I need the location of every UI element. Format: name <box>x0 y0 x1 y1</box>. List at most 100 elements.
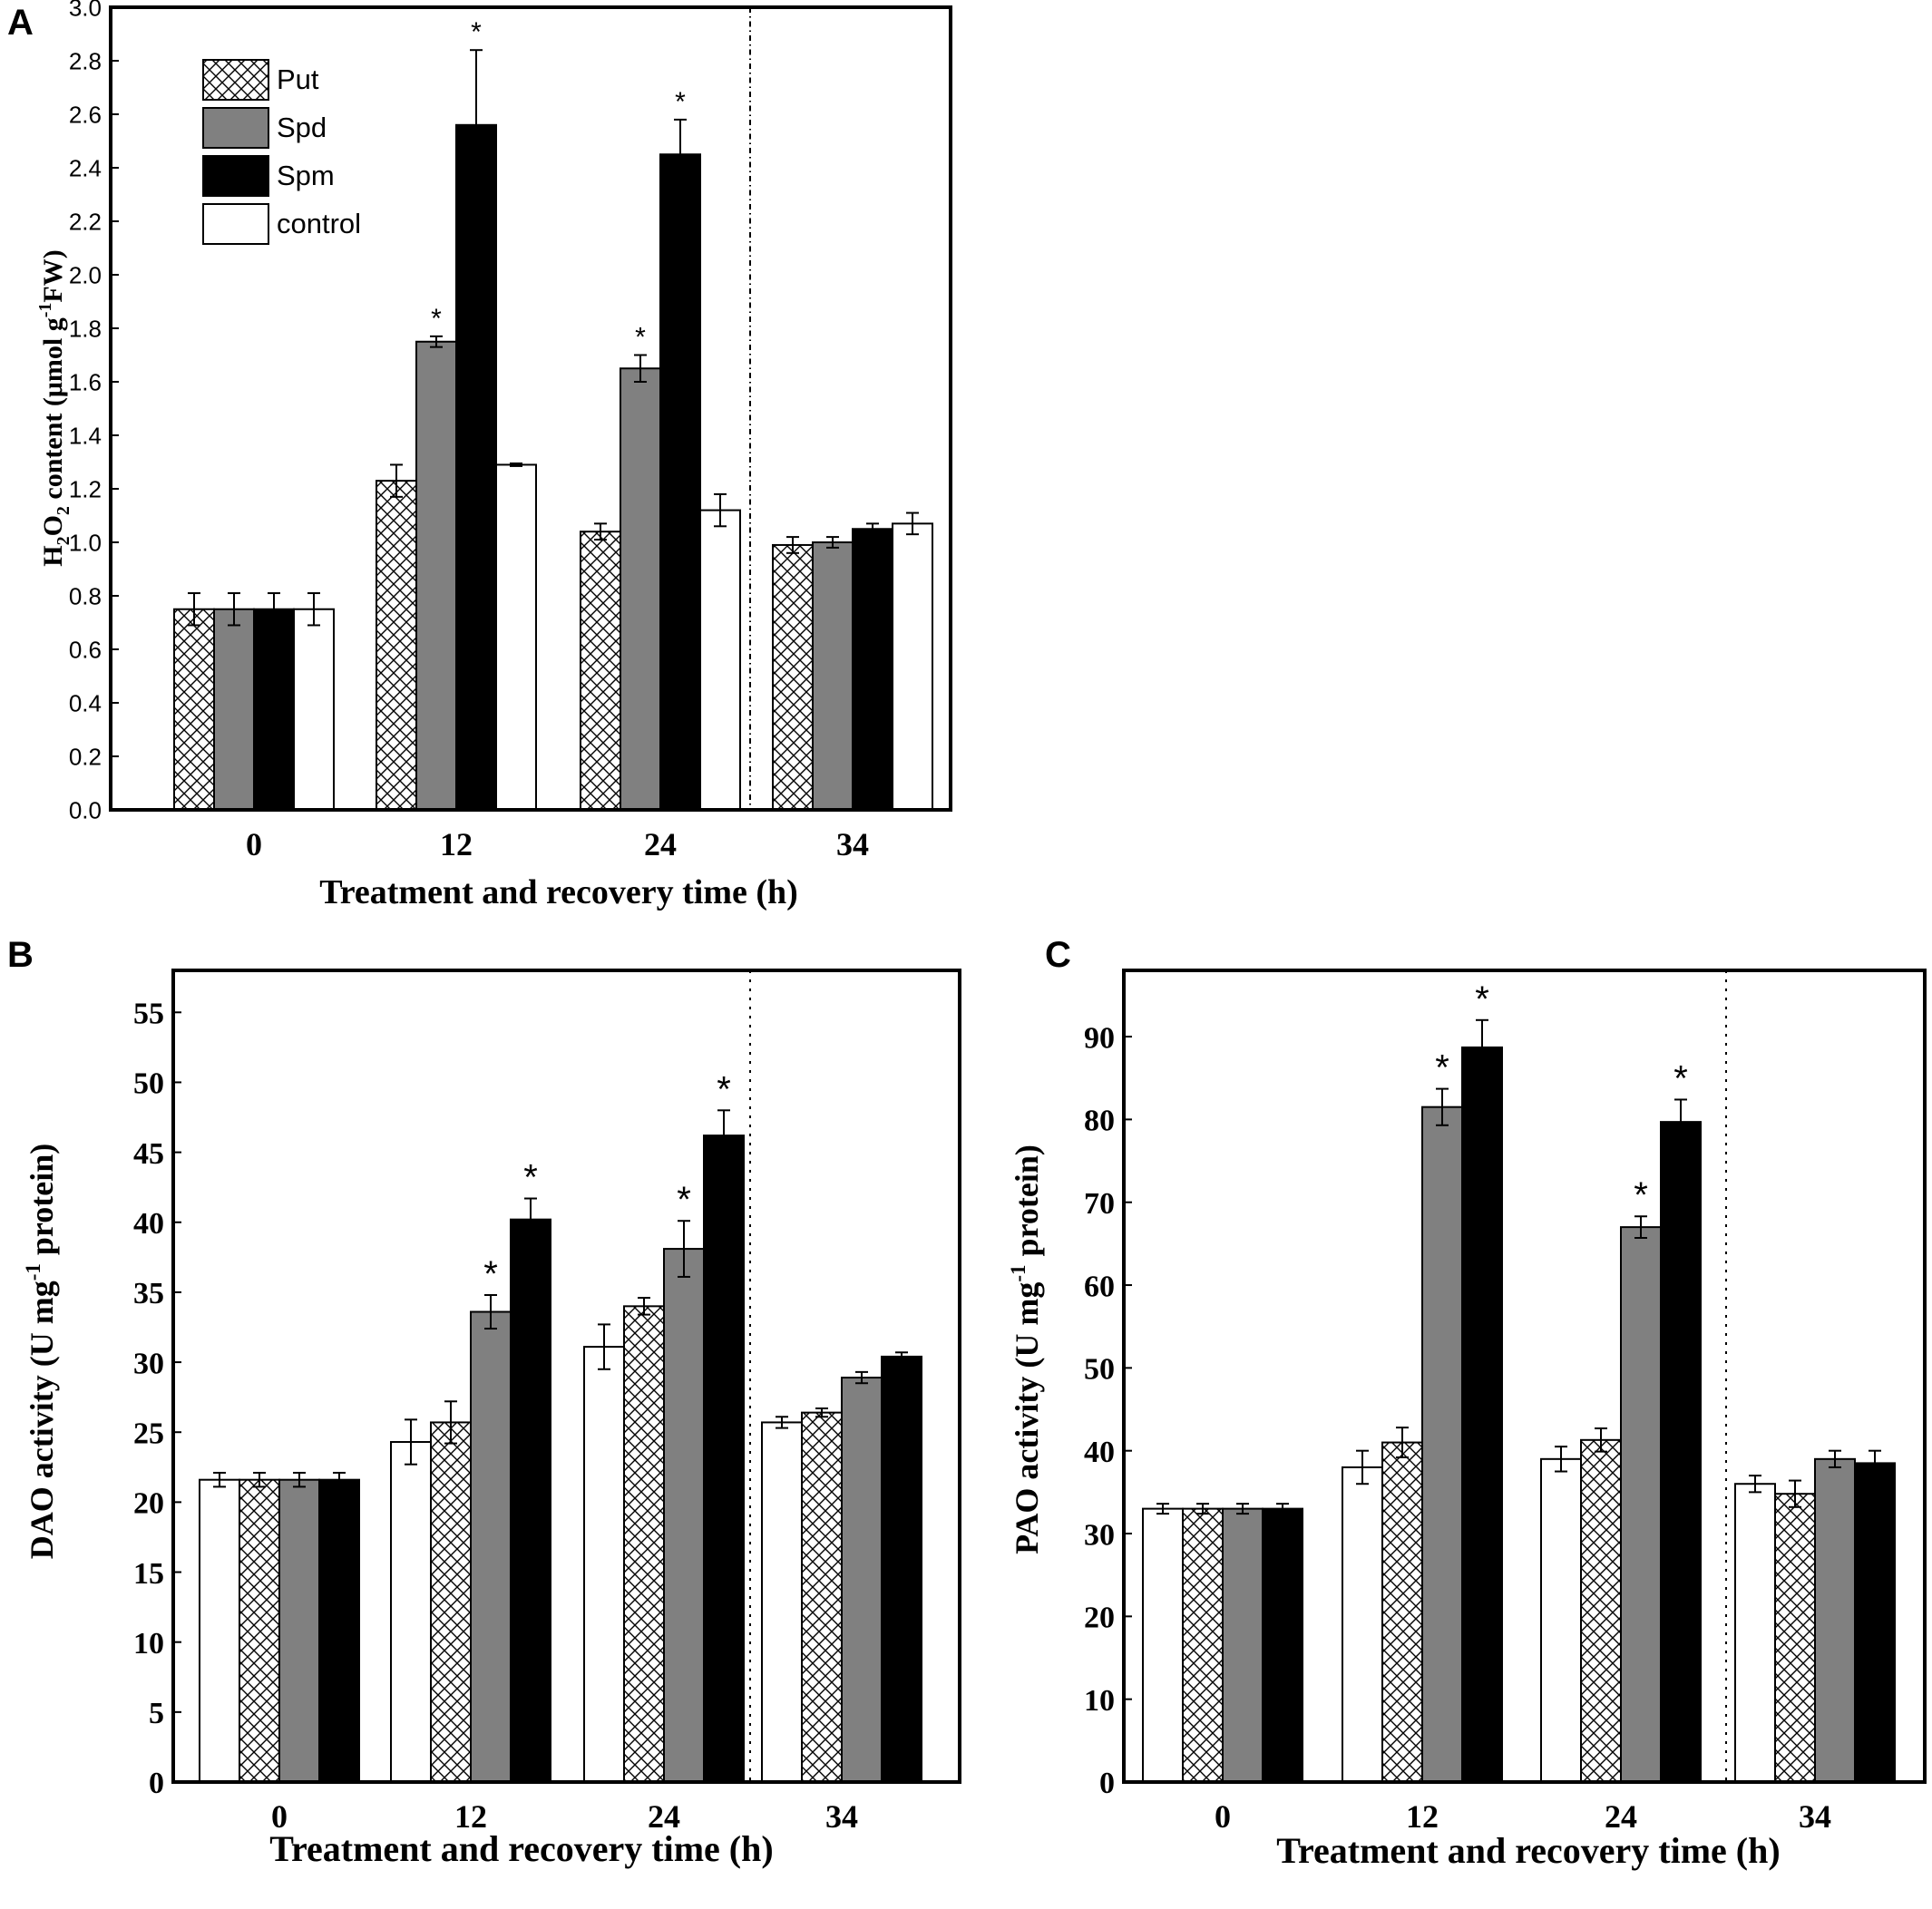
bar-put-24 <box>580 531 621 811</box>
y-tick-label: 0.2 <box>69 743 102 770</box>
bar-spd-24 <box>1620 1226 1662 1784</box>
y-tick-label: 1.0 <box>69 529 102 556</box>
y-tick-label: 1.2 <box>69 475 102 502</box>
bar-put-24 <box>623 1305 665 1783</box>
error-bar <box>717 1109 730 1162</box>
y-tick-label: 45 <box>133 1137 164 1171</box>
bar-spm-12 <box>1461 1046 1503 1784</box>
error-bar <box>594 522 607 541</box>
bar-put-12 <box>376 480 417 812</box>
error-bar <box>678 1220 690 1278</box>
y-tick-label: 35 <box>133 1277 164 1310</box>
y-tick-label: 55 <box>133 998 164 1031</box>
legend-swatch-spd <box>202 107 269 149</box>
bar-spd-12 <box>470 1310 512 1783</box>
x-tick-label: 12 <box>454 1798 487 1835</box>
y-tick-label: 25 <box>133 1417 164 1450</box>
y-tick-label: 0.0 <box>69 796 102 823</box>
error-bar <box>333 1471 346 1488</box>
significance-star: * <box>1634 1175 1648 1215</box>
y-tick-label: 1.8 <box>69 315 102 342</box>
y-tick-label: 10 <box>133 1627 164 1661</box>
significance-star: * <box>523 1158 538 1198</box>
bar-spm-0 <box>1262 1507 1303 1783</box>
error-bar <box>866 522 879 536</box>
bar-put-0 <box>1182 1507 1224 1783</box>
legend-swatch-put <box>202 59 269 101</box>
label-text: PAO activity (U mg <box>1009 1282 1045 1554</box>
y-tick-label: 70 <box>1084 1187 1115 1221</box>
error-bar <box>444 1400 457 1445</box>
bar-spm-34 <box>1854 1462 1896 1783</box>
error-bar <box>307 592 320 627</box>
label-text: protein) <box>1009 1144 1045 1264</box>
label-text: H <box>38 545 68 566</box>
bar-spd-24 <box>663 1248 705 1784</box>
bar-spm-24 <box>1660 1121 1702 1783</box>
bar-spd-12 <box>415 340 457 811</box>
y-tick-label: 0 <box>149 1767 164 1800</box>
bar-spm-34 <box>881 1355 922 1784</box>
panel-letter: B <box>7 935 34 975</box>
y-axis-title: DAO activity (U mg-1​ protein) <box>22 1144 60 1559</box>
subscript: 2 <box>54 506 73 515</box>
y-tick-label: 10 <box>1084 1684 1115 1718</box>
panel-c: C * * * * 0 10 20 30 40 50 60 70 80 90 0 12 24 34 Treatment… <box>1007 935 1927 1871</box>
x-tick-label: 24 <box>1605 1798 1637 1835</box>
x-tick-label: 34 <box>825 1798 858 1835</box>
label-text: protein) <box>24 1144 60 1263</box>
significance-star: * <box>471 17 482 47</box>
error-bar <box>390 463 403 498</box>
y-tick-label: 80 <box>1084 1105 1115 1138</box>
error-bar <box>188 592 200 627</box>
superscript: -1 <box>35 303 55 318</box>
x-axis-title: Treatment and recovery time (h) <box>269 1828 773 1869</box>
x-tick-label: 0 <box>271 1798 288 1835</box>
x-axis-title: Treatment and recovery time (h) <box>1276 1830 1780 1871</box>
y-tick-label: 50 <box>1084 1353 1115 1387</box>
y-tick-label: 60 <box>1084 1270 1115 1303</box>
bar-spd-34 <box>841 1377 883 1783</box>
significance-star: * <box>675 87 686 117</box>
bar-control-12 <box>495 463 537 811</box>
subscript: 2 <box>54 536 73 545</box>
error-bar <box>1789 1479 1801 1508</box>
y-axis-title: PAO activity (U mg-1​ protein) <box>1007 1144 1045 1554</box>
bar-put-34 <box>772 543 814 811</box>
x-tick-label: 0 <box>246 826 262 862</box>
error-bar <box>405 1418 417 1466</box>
panel-a: A * * * * 0.0 0.2 0.4 0.6 0.8 1.0 1.2 1.4 1.6 1.8 2.0 2.… <box>7 0 952 911</box>
bar-spm-0 <box>318 1478 360 1784</box>
y-tick-label: 1.4 <box>69 422 102 449</box>
bar-spm-12 <box>455 123 497 812</box>
label-text: content (μmol g <box>38 317 68 506</box>
bar-spd-0 <box>278 1478 320 1784</box>
y-tick-label: 50 <box>133 1067 164 1101</box>
bar-control-24 <box>583 1346 625 1784</box>
bar-control-24 <box>699 509 741 811</box>
bar-control-12 <box>390 1441 432 1784</box>
bar-spd-34 <box>1814 1457 1856 1783</box>
significance-star: * <box>483 1254 498 1294</box>
error-bar <box>470 49 483 201</box>
y-tick-label: 0.6 <box>69 636 102 663</box>
superscript: -1 <box>22 1263 44 1281</box>
x-tick-label: 24 <box>648 1798 680 1835</box>
plot-frame <box>109 5 952 812</box>
error-bar <box>1476 1018 1488 1076</box>
bar-control-0 <box>293 608 335 811</box>
y-axis: 0 10 20 30 40 50 60 70 80 90 <box>1084 1021 1132 1800</box>
bar-spd-0 <box>1222 1507 1264 1783</box>
legend-swatch-control <box>202 203 269 245</box>
bar-put-12 <box>430 1421 472 1783</box>
bars: * * * * <box>173 17 933 812</box>
error-bar <box>815 1407 828 1418</box>
error-bar <box>1634 1215 1647 1239</box>
error-bar <box>1436 1087 1449 1126</box>
y-axis: 0.0 0.2 0.4 0.6 0.8 1.0 1.2 1.4 1.6 1.8 2.0 2.2 2.4 2… <box>69 0 119 823</box>
x-axis: 0 12 24 34 <box>1215 1774 1831 1835</box>
bar-put-34 <box>1774 1493 1816 1784</box>
plot-frame <box>1122 969 1927 1784</box>
error-bar <box>714 492 727 528</box>
significance-star: * <box>1475 979 1489 1019</box>
